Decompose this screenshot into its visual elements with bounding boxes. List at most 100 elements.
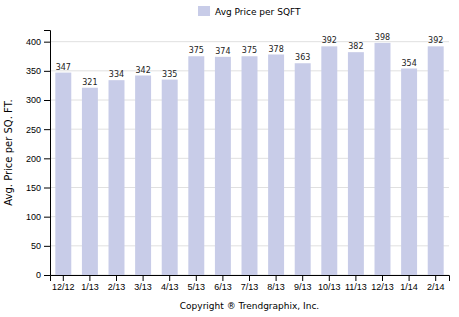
x-tick-label: 4/13: [161, 282, 179, 292]
x-tick: 1/13: [81, 275, 99, 292]
bar: [82, 88, 98, 275]
data-label: 354: [401, 59, 416, 68]
y-tick-label: 0: [36, 270, 41, 280]
data-label: 392: [322, 36, 337, 45]
x-tick: 6/13: [214, 275, 232, 292]
x-tick: 5/13: [188, 275, 206, 292]
bar: [135, 76, 151, 276]
bar: [268, 55, 284, 276]
x-tick-label: 8/13: [267, 282, 285, 292]
y-tick: 50: [31, 241, 50, 251]
data-label: 398: [375, 33, 390, 42]
y-tick: 100: [26, 212, 50, 222]
x-tick-mark: [63, 275, 64, 281]
x-tick: 3/13: [134, 275, 152, 292]
y-tick-label: 50: [31, 241, 41, 251]
y-tick: 200: [26, 154, 50, 164]
x-tick: 11/13: [345, 275, 367, 292]
x-tick-mark: [382, 275, 383, 281]
x-tick: 12/13: [371, 275, 394, 292]
bar: [242, 56, 258, 275]
y-tick-mark: [44, 217, 50, 218]
y-tick-mark: [44, 42, 50, 43]
x-tick-mark: [276, 275, 277, 281]
x-tick: 2/14: [427, 275, 445, 292]
data-label: 321: [82, 78, 97, 87]
data-label: 374: [215, 47, 230, 56]
x-tick-mark: [409, 275, 410, 281]
x-tick-label: 1/13: [81, 282, 99, 292]
y-tick-label: 400: [26, 37, 41, 47]
x-tick-mark: [89, 275, 90, 281]
x-tick-mark: [355, 275, 356, 281]
x-tick-label: 2/14: [427, 282, 445, 292]
legend-item: Avg Price per SQFT: [198, 6, 301, 17]
y-tick-label: 200: [26, 154, 41, 164]
y-tick-mark: [44, 188, 50, 189]
x-tick: 1/14: [400, 275, 418, 292]
bar: [55, 73, 71, 275]
y-tick: 300: [26, 95, 50, 105]
y-tick: 0: [36, 270, 50, 280]
x-tick-label: 1/14: [400, 282, 418, 292]
y-tick-mark: [44, 158, 50, 159]
legend: Avg Price per SQFT: [198, 6, 301, 17]
bar: [109, 80, 125, 275]
x-tick-mark: [116, 275, 117, 281]
bar: [321, 46, 337, 275]
x-tick: 2/13: [108, 275, 126, 292]
x-tick: 8/13: [267, 275, 285, 292]
y-tick-label: 150: [26, 183, 41, 193]
y-axis-line: [44, 31, 51, 276]
x-tick-label: 2/13: [108, 282, 126, 292]
bar: [295, 63, 311, 275]
x-tick-label: 6/13: [214, 282, 232, 292]
x-tick: 12/12: [52, 275, 75, 292]
data-label: 375: [189, 46, 204, 55]
x-tick-label: 12/12: [52, 282, 75, 292]
data-label: 342: [135, 66, 150, 75]
y-tick-label: 100: [26, 212, 41, 222]
x-tick-label: 7/13: [241, 282, 259, 292]
bars: [55, 43, 443, 275]
data-label: 392: [428, 36, 443, 45]
y-tick: 400: [26, 37, 50, 47]
y-tick-mark: [44, 275, 50, 276]
x-tick-mark: [143, 275, 144, 281]
legend-label: Avg Price per SQFT: [215, 7, 301, 17]
plot: 3473213343423353753743753783633923823983…: [26, 31, 450, 293]
x-tick-mark: [222, 275, 223, 281]
bar: [215, 57, 231, 275]
x-tick-label: 10/13: [318, 282, 341, 292]
y-tick-mark: [44, 100, 50, 101]
bar: [348, 52, 364, 275]
y-tick: 150: [26, 183, 50, 193]
legend-swatch: [198, 6, 210, 16]
bar: [428, 46, 444, 275]
y-tick-label: 350: [26, 66, 41, 76]
y-tick: 250: [26, 125, 50, 135]
y-tick-mark: [44, 246, 50, 247]
bar: [188, 56, 204, 275]
x-tick-mark: [249, 275, 250, 281]
x-axis: 12/12 1/13 2/13 3/13 4/13 5/13 6/13 7/13 8/13 9/1…: [51, 275, 450, 292]
x-tick-label: 11/13: [345, 282, 367, 292]
x-tick-mark: [435, 275, 436, 281]
x-tick: 10/13: [318, 275, 341, 292]
data-label: 382: [348, 42, 363, 51]
y-tick-label: 300: [26, 95, 41, 105]
data-label: 363: [295, 53, 310, 62]
x-tick-label: 9/13: [294, 282, 312, 292]
x-tick-mark: [196, 275, 197, 281]
data-label: 375: [242, 46, 257, 55]
x-tick-mark: [302, 275, 303, 281]
x-tick-mark: [169, 275, 170, 281]
y-tick-mark: [44, 71, 50, 72]
data-label: 347: [56, 63, 71, 72]
x-axis-title: Copyright ® Trendgraphix, Inc.: [180, 301, 319, 311]
y-axis: 0 50 100 150 200 250 300 350 400: [26, 31, 51, 281]
chart: 3473213343423353753743753783633923823983…: [0, 0, 459, 317]
x-tick-label: 3/13: [134, 282, 152, 292]
y-axis-title: Avg. Price per SQ. FT.: [3, 99, 14, 206]
bar: [375, 43, 391, 275]
